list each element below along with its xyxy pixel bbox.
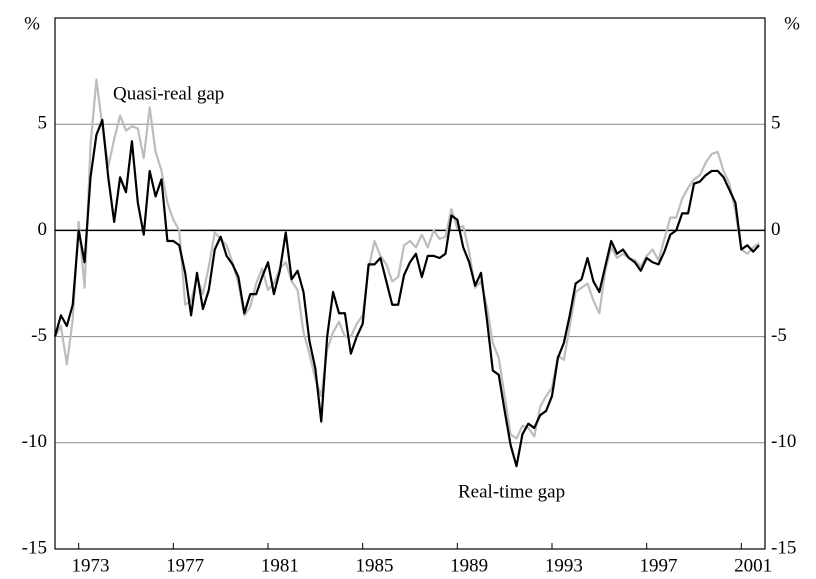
y-tick-label: -15	[22, 537, 47, 558]
series-label: Quasi-real gap	[113, 83, 224, 104]
y2-tick-label: 5	[771, 113, 781, 134]
x-tick-label: 1997	[640, 555, 678, 576]
y2-tick-label: -10	[771, 431, 796, 452]
x-tick-label: 1973	[72, 555, 110, 576]
y-tick-label: -5	[31, 325, 47, 346]
y-tick-label: 5	[38, 113, 48, 134]
series-label: Real-time gap	[458, 481, 565, 502]
series-line	[53, 118, 760, 468]
y-axis-unit: %	[24, 13, 40, 34]
x-tick-label: 2001	[734, 555, 772, 576]
y2-axis-unit: %	[784, 13, 800, 34]
series-line	[54, 78, 760, 440]
x-tick-label: 1985	[356, 555, 394, 576]
y2-tick-label: 0	[771, 219, 781, 240]
x-tick-label: 1981	[261, 555, 299, 576]
y2-tick-label: -15	[771, 537, 796, 558]
plot-frame	[54, 17, 766, 550]
y2-tick-label: -5	[771, 325, 787, 346]
x-tick-label: 1993	[545, 555, 583, 576]
x-tick-label: 1989	[450, 555, 488, 576]
y-tick-label: -10	[22, 431, 47, 452]
x-tick-label: 1977	[166, 555, 204, 576]
y-tick-label: 0	[38, 219, 48, 240]
